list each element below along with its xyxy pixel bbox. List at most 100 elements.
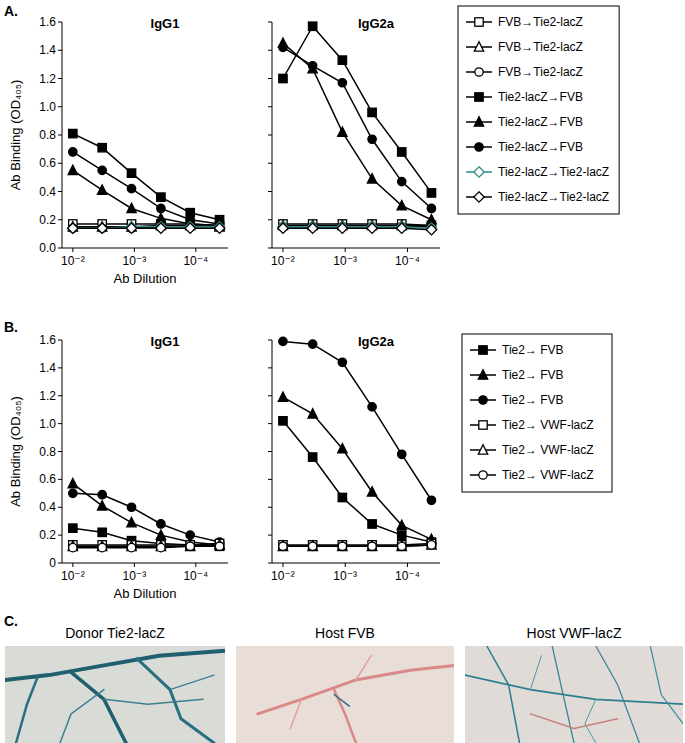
vessel xyxy=(487,646,520,743)
data-point xyxy=(157,520,165,528)
y-tick-label: 1.6 xyxy=(39,15,56,29)
vessel xyxy=(16,676,38,743)
series-line xyxy=(73,152,220,224)
x-tick xyxy=(407,248,408,252)
data-point xyxy=(398,177,406,185)
x-axis xyxy=(272,563,440,564)
vessel xyxy=(104,699,203,704)
data-point xyxy=(308,542,316,550)
y-tick xyxy=(268,106,272,107)
y-tick xyxy=(58,50,62,51)
data-point xyxy=(127,517,136,526)
x-tick-label: 10⁻² xyxy=(271,254,295,268)
series-line xyxy=(73,227,220,229)
series-line xyxy=(73,227,220,228)
y-tick xyxy=(268,163,272,164)
data-point xyxy=(338,56,346,64)
x-axis xyxy=(62,248,228,249)
figure: A.B.C.0.00.20.40.60.81.01.21.41.610⁻²10⁻… xyxy=(0,0,685,743)
data-point xyxy=(97,223,107,233)
y-tick xyxy=(58,248,62,249)
legend-label: Tie2→ FVB xyxy=(502,368,564,382)
x-tick-label: 10⁻³ xyxy=(333,569,357,583)
y-tick xyxy=(268,340,272,341)
legend-label: FVB→Tie2-lacZ xyxy=(498,65,583,79)
y-tick-label: 0.2 xyxy=(39,213,56,227)
plot-area xyxy=(68,478,224,552)
data-point xyxy=(308,22,316,30)
data-point xyxy=(279,542,287,550)
y-tick xyxy=(58,340,62,341)
vessel xyxy=(465,675,683,704)
data-point xyxy=(307,223,317,233)
data-point xyxy=(69,543,77,551)
photo: Donor Tie2-lacZ xyxy=(5,625,225,743)
data-point xyxy=(127,503,135,511)
y-tick xyxy=(268,50,272,51)
data-point xyxy=(338,493,346,501)
y-tick-label: 0.2 xyxy=(39,528,56,542)
series-line xyxy=(283,341,432,500)
legend-label: FVB→Tie2-lacZ xyxy=(498,40,583,54)
chart: 10⁻²10⁻³10⁻⁴IgG2a xyxy=(268,334,440,583)
vessel xyxy=(585,699,596,743)
data-point xyxy=(97,501,106,510)
data-point xyxy=(368,108,376,116)
panel-label: B. xyxy=(4,319,18,335)
y-tick-label: 1.2 xyxy=(39,72,56,86)
x-tick xyxy=(345,248,346,252)
series-line xyxy=(73,134,220,220)
legend: FVB→Tie2-lacZ FVB→Tie2-lacZ FVB→Tie2-lacZ T… xyxy=(458,6,619,214)
series-line xyxy=(283,228,432,229)
data-point xyxy=(214,223,224,233)
data-point xyxy=(338,542,346,550)
legend-box xyxy=(462,334,612,492)
x-tick xyxy=(134,248,135,252)
data-point xyxy=(367,174,376,183)
y-tick-label: 1.4 xyxy=(39,361,56,375)
y-tick-label: 0.8 xyxy=(39,445,56,459)
chart-title: IgG2a xyxy=(358,16,395,31)
vessel xyxy=(60,690,104,743)
y-tick xyxy=(58,106,62,107)
legend-marker xyxy=(474,117,483,126)
data-point xyxy=(426,224,436,234)
y-tick xyxy=(268,219,272,220)
y-tick-label: 1.2 xyxy=(39,389,56,403)
series-line xyxy=(73,543,220,544)
data-point xyxy=(186,531,194,539)
data-point xyxy=(308,62,316,70)
x-tick xyxy=(72,563,73,567)
legend-label: FVB→Tie2-lacZ xyxy=(498,15,583,29)
legend-marker xyxy=(474,42,483,51)
series-line xyxy=(283,421,432,542)
x-tick xyxy=(72,248,73,252)
data-point xyxy=(308,541,317,550)
chart-title: IgG1 xyxy=(151,16,180,31)
photo: Host FVB xyxy=(236,625,454,743)
chart: 10⁻²10⁻³10⁻⁴IgG2a xyxy=(268,16,440,268)
chart-title: IgG2a xyxy=(358,334,395,349)
legend-label: Tie2-lacZ→Tie2-lacZ xyxy=(498,165,609,179)
y-tick xyxy=(268,395,272,396)
legend-label: Tie2-lacZ→FVB xyxy=(498,90,583,104)
vessel xyxy=(291,699,302,728)
vessel xyxy=(334,695,349,707)
data-point xyxy=(127,184,135,192)
y-tick xyxy=(268,191,272,192)
data-point xyxy=(368,520,376,528)
data-point xyxy=(397,541,406,550)
series-line xyxy=(283,397,432,539)
data-point xyxy=(186,541,195,550)
photo-caption: Donor Tie2-lacZ xyxy=(65,625,165,641)
data-point xyxy=(98,491,106,499)
panel-label: C. xyxy=(4,613,18,629)
y-tick xyxy=(268,22,272,23)
data-point xyxy=(427,496,435,504)
y-tick xyxy=(58,78,62,79)
legend-marker xyxy=(474,192,484,202)
series-line xyxy=(283,543,432,544)
y-tick xyxy=(58,191,62,192)
data-point xyxy=(156,530,165,539)
data-point xyxy=(308,340,316,348)
